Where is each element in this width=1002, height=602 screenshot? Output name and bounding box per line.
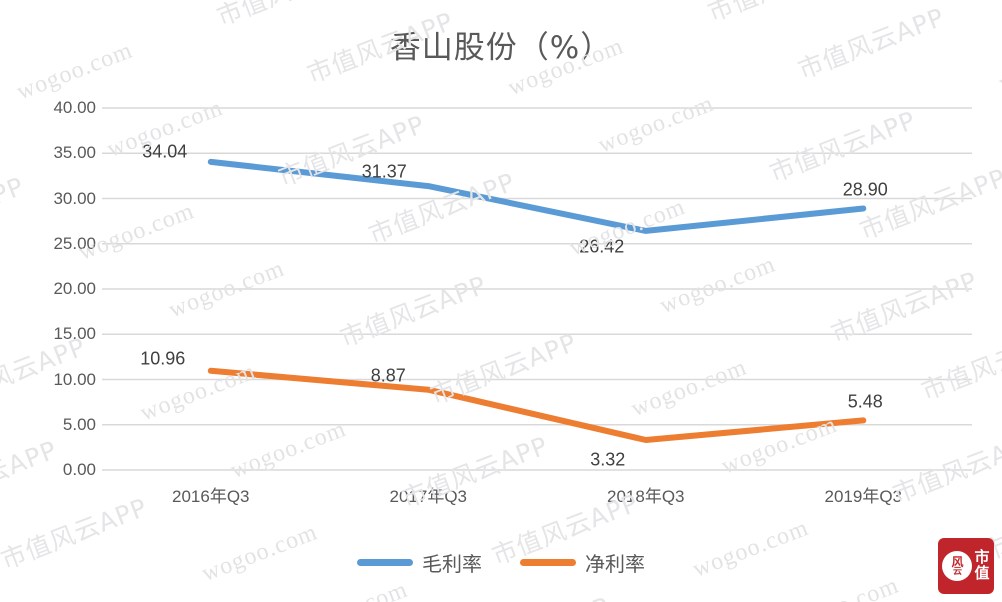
chart-legend: 毛利率 净利率: [0, 548, 1002, 577]
logo-emblem: 风 云: [942, 551, 973, 581]
y-axis: 40.00 35.00 30.00 25.00 20.00 15.00 10.00 5.00 0…: [0, 0, 96, 602]
y-tick-label: 15.00: [53, 324, 96, 344]
logo-circle-top: 风: [951, 554, 964, 569]
data-label: 10.96: [140, 348, 186, 369]
gridlines: [102, 107, 972, 471]
brand-logo: 风 云 市 值: [938, 538, 994, 594]
x-tick-label: 2018年Q3: [607, 487, 685, 506]
series-lines: [207, 158, 867, 443]
data-label: 28.90: [842, 179, 888, 200]
y-tick-label: 10.00: [53, 369, 96, 389]
series-line-2: [207, 367, 867, 443]
logo-wordmark: 市 值: [974, 548, 990, 582]
x-tick-label: 2019年Q3: [824, 487, 903, 506]
data-label: 26.42: [579, 236, 625, 257]
data-label: 31.37: [361, 161, 407, 182]
x-tick-label: 2016年Q3: [172, 487, 250, 506]
data-label: 5.48: [847, 391, 883, 412]
legend-swatch: [357, 559, 413, 566]
data-label: 8.87: [370, 365, 406, 386]
y-tick-label: 20.00: [53, 279, 96, 298]
y-tick-label: 35.00: [53, 143, 96, 163]
logo-word-top: 市: [974, 548, 990, 567]
y-tick-label: 0.00: [62, 460, 96, 479]
legend-label: 毛利率: [422, 552, 482, 576]
y-tick-label: 5.00: [62, 414, 96, 434]
legend-label: 净利率: [585, 552, 645, 576]
y-tick-label: 25.00: [53, 233, 96, 253]
logo-circle-bottom: 云: [952, 566, 962, 577]
legend-item-1[interactable]: 毛利率: [357, 548, 482, 577]
legend-item-2[interactable]: 净利率: [520, 548, 645, 577]
data-label: 34.04: [142, 141, 188, 162]
x-tick-label: 2017年Q3: [389, 487, 468, 506]
y-tick-label: 30.00: [53, 188, 96, 208]
y-tick-label: 40.00: [53, 98, 96, 117]
legend-swatch: [520, 559, 576, 566]
series-line-1: [207, 158, 867, 234]
chart-title: 香山股份（%）: [389, 30, 613, 66]
logo-word-bottom: 值: [974, 564, 990, 582]
data-label: 3.32: [590, 449, 626, 470]
